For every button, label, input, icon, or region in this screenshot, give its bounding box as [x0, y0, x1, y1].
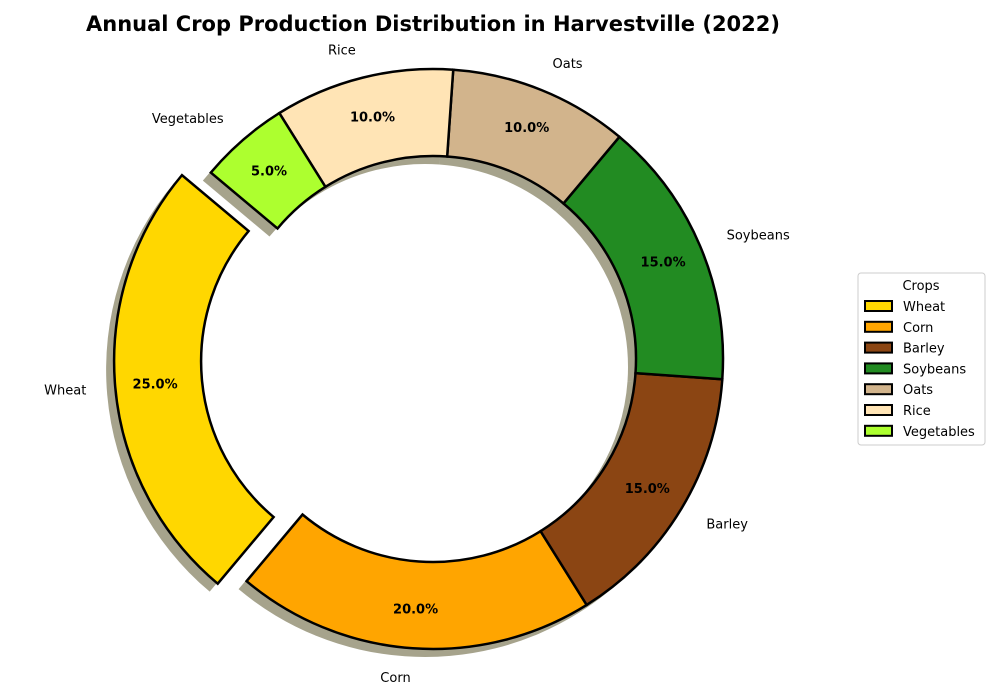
- legend-title: Crops: [902, 279, 939, 294]
- legend-swatch-corn: [864, 320, 893, 333]
- category-labels: Wheat Corn Barley Soybeans Oats Rice Vegetable…: [44, 44, 790, 687]
- chart-title: Annual Crop Production Distribution in H…: [86, 12, 780, 36]
- category-label-corn: Corn: [380, 671, 410, 686]
- percent-label-vegetables: 5.0%: [251, 164, 287, 179]
- category-label-oats: Oats: [553, 57, 583, 72]
- category-label-wheat: Wheat: [44, 383, 86, 398]
- legend-frame: [857, 272, 986, 446]
- percent-label-oats: 10.0%: [504, 121, 549, 136]
- legend-label-vegetables: Vegetables: [903, 425, 975, 440]
- slice-vegetables: [209, 111, 328, 231]
- percent-label-corn: 20.0%: [393, 602, 438, 617]
- legend-label-rice: Rice: [903, 404, 931, 419]
- legend-label-soybeans: Soybeans: [903, 362, 966, 377]
- legend-swatch-wheat: [864, 300, 893, 312]
- legend-entries: Wheat Corn Barley Soybeans Oats Rice Vegetable…: [864, 300, 975, 440]
- category-label-soybeans: Soybeans: [727, 228, 790, 243]
- percent-label-soybeans: 15.0%: [641, 255, 686, 270]
- legend-swatch-soybeans: [864, 362, 893, 375]
- legend-swatch-barley: [864, 341, 893, 354]
- legend: Crops Wheat Corn Barley Soybeans Oats Rice Veg…: [857, 272, 986, 446]
- legend-swatch-oats: [864, 383, 893, 396]
- percent-labels: 25.0% 20.0% 15.0% 15.0% 10.0% 10.0% 5.0%: [133, 110, 686, 617]
- percent-label-rice: 10.0%: [350, 110, 395, 125]
- legend-label-wheat: Wheat: [903, 300, 945, 315]
- slices: [112, 67, 725, 651]
- percent-label-wheat: 25.0%: [133, 377, 178, 392]
- legend-swatch-vegetables: [864, 424, 893, 437]
- slice-wheat: [112, 173, 276, 586]
- category-label-rice: Rice: [328, 44, 356, 59]
- slice-corn: [244, 512, 589, 651]
- legend-label-oats: Oats: [903, 383, 933, 398]
- legend-label-corn: Corn: [903, 321, 933, 336]
- legend-swatch-rice: [864, 404, 893, 416]
- category-label-vegetables: Vegetables: [152, 112, 224, 127]
- category-label-barley: Barley: [706, 517, 748, 532]
- percent-label-barley: 15.0%: [625, 482, 670, 497]
- legend-label-barley: Barley: [903, 342, 945, 357]
